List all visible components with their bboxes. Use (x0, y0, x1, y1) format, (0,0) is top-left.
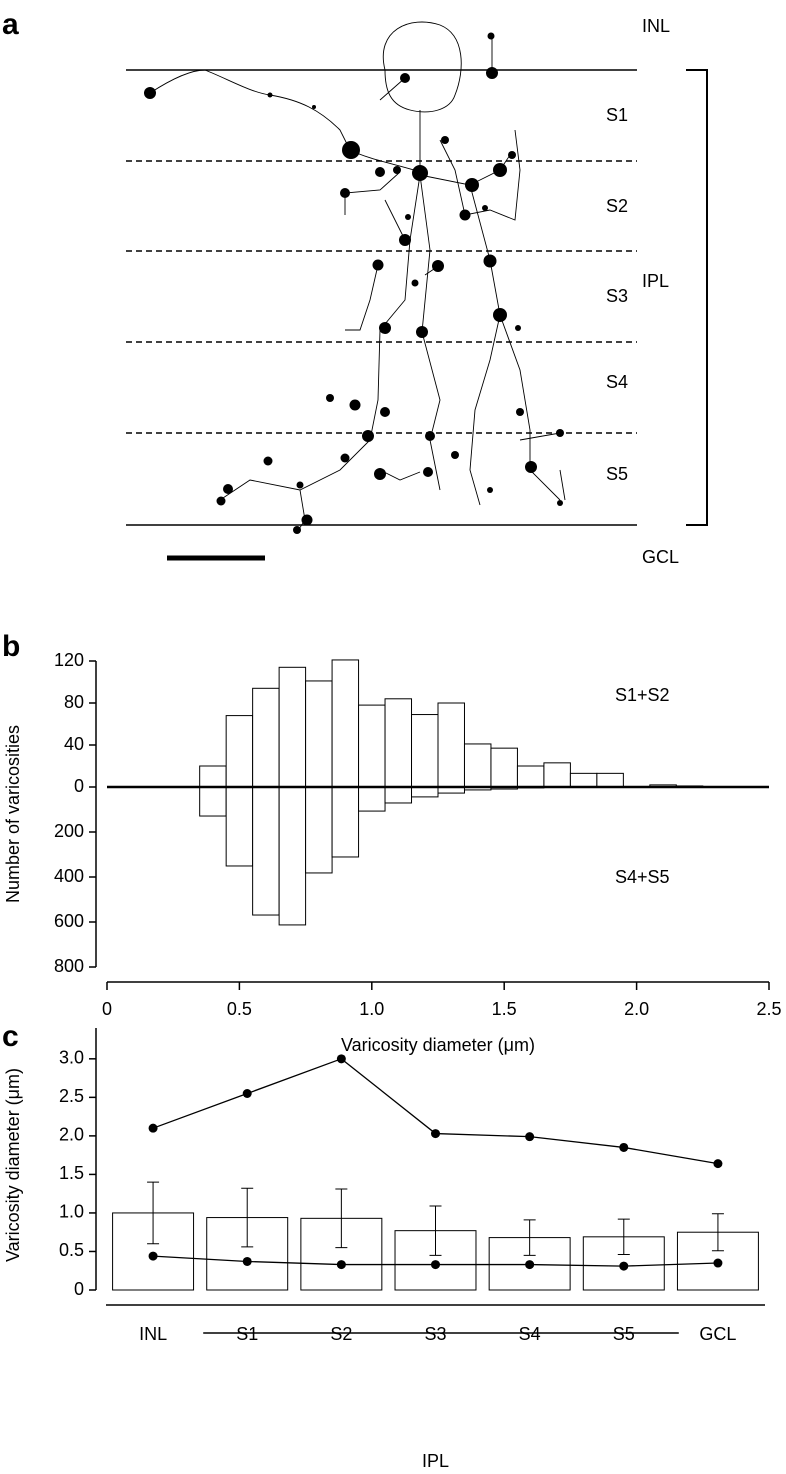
group-label: IPL (422, 1451, 449, 1471)
series-label: S1+S2 (615, 685, 670, 705)
y-tick-label: 2.0 (59, 1125, 84, 1145)
layer-label: INL (642, 16, 670, 36)
marker (431, 1129, 440, 1139)
y-tick-label: 1.5 (59, 1163, 84, 1183)
error-bar (523, 1219, 536, 1256)
bar (596, 772, 624, 788)
bracket-label: IPL (642, 271, 669, 291)
marker (336, 1054, 346, 1064)
x-tick-label: 1.5 (492, 999, 517, 1019)
marker (242, 1256, 252, 1266)
marker (713, 1258, 723, 1268)
bar (490, 747, 518, 788)
line (152, 1058, 719, 1165)
bar (358, 786, 386, 812)
x-tick-label: 2.0 (624, 999, 649, 1019)
x-tick-label: 1.0 (359, 999, 384, 1019)
series-label: S4+S5 (615, 867, 670, 887)
x-tick-label: 0 (102, 999, 112, 1019)
x-tick-label: 2.5 (756, 999, 781, 1019)
bar (463, 743, 492, 788)
bar (569, 772, 598, 788)
marker (336, 1260, 346, 1270)
bar (331, 659, 360, 788)
y-tick-label: 40 (64, 734, 84, 754)
x-tick-label: INL (139, 1324, 167, 1344)
error-bar (617, 1218, 630, 1256)
error-bar (429, 1205, 442, 1256)
y2-tick-label: 800 (54, 956, 84, 976)
stratum-label: S4 (606, 372, 628, 392)
stratum-label: S2 (606, 196, 628, 216)
y-tick-label: 0.5 (59, 1240, 84, 1260)
y-tick-label: 0 (74, 1279, 84, 1299)
bar (225, 715, 254, 788)
bar (516, 765, 545, 788)
bar (411, 714, 439, 788)
bar (437, 702, 465, 788)
error-bar (147, 1181, 160, 1245)
y2-tick-label: 400 (54, 866, 84, 886)
marker (619, 1142, 629, 1152)
x-tick-label: GCL (699, 1324, 736, 1344)
neuron-drawing (144, 21, 566, 534)
layer-label: GCL (642, 547, 679, 567)
marker (148, 1123, 158, 1133)
bar (543, 762, 571, 788)
bar (305, 680, 333, 788)
stratum-label: S5 (606, 464, 628, 484)
y-axis-label: Number of varicosities (3, 725, 23, 903)
bar (199, 786, 227, 817)
y2-tick-label: 200 (54, 821, 84, 841)
stratum-label: S3 (606, 286, 628, 306)
panel-label: c (2, 1020, 19, 1053)
panel-label: a (2, 8, 19, 41)
bar (199, 765, 227, 788)
marker (148, 1251, 158, 1261)
x-tick-label: 0.5 (227, 999, 252, 1019)
marker (525, 1132, 535, 1142)
y2-tick-label: 600 (54, 911, 84, 931)
marker (525, 1260, 535, 1270)
bar (225, 786, 254, 867)
error-bar (335, 1188, 348, 1249)
retina-layers (126, 69, 708, 561)
bar (411, 786, 439, 798)
bar (384, 786, 413, 804)
stratum-label: S1 (606, 105, 628, 125)
marker (242, 1089, 252, 1098)
bar (331, 786, 360, 858)
bar (278, 666, 307, 788)
bar (252, 786, 280, 916)
bar (384, 698, 413, 788)
y-tick-label: 120 (54, 650, 84, 670)
marker (713, 1159, 723, 1169)
x-axis-label: Varicosity diameter (μm) (341, 1035, 535, 1055)
y-tick-label: 2.5 (59, 1086, 84, 1106)
bar (358, 704, 386, 788)
bar (278, 786, 307, 926)
bar (252, 687, 280, 788)
bar (305, 786, 333, 874)
error-bar (711, 1213, 724, 1252)
y-tick-label: 0 (74, 776, 84, 796)
y-tick-label: 3.0 (59, 1048, 84, 1068)
marker (619, 1261, 629, 1271)
y-tick-label: 80 (64, 692, 84, 712)
panel-label: b (2, 630, 20, 663)
marker (431, 1260, 440, 1270)
y-tick-label: 1.0 (59, 1202, 84, 1222)
error-bar (241, 1187, 254, 1248)
y-axis-label: Varicosity diameter (μm) (3, 1068, 23, 1262)
